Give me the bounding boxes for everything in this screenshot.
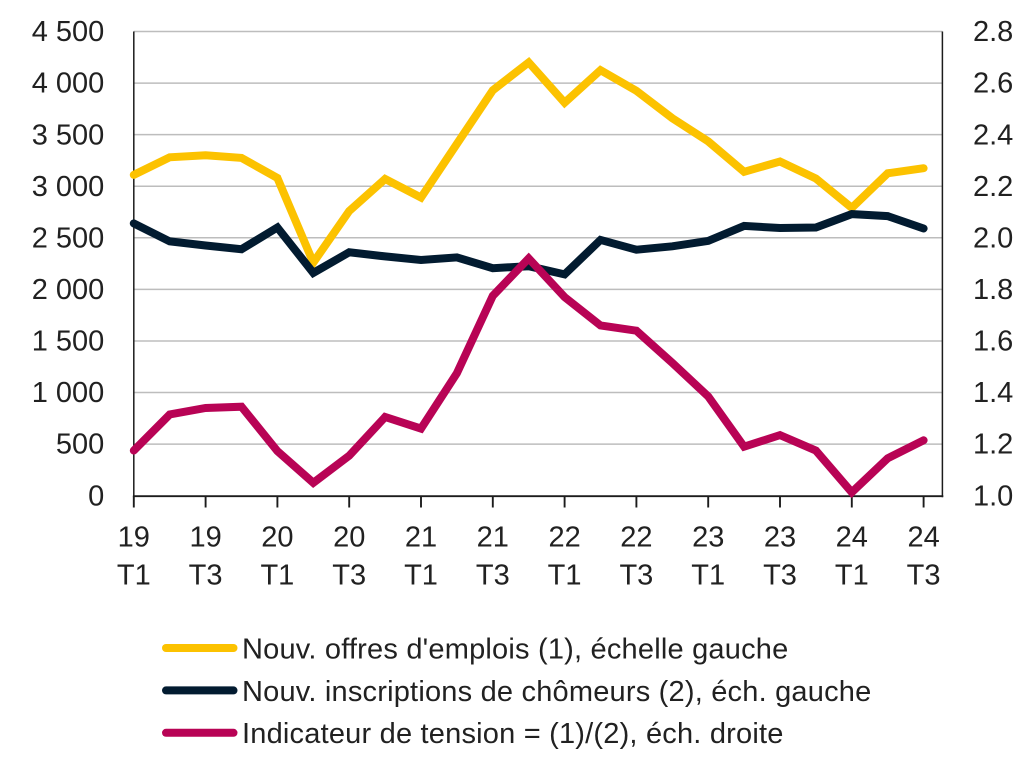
svg-text:500: 500 [56,429,104,461]
svg-text:Nouv. offres d'emplois (1), éc: Nouv. offres d'emplois (1), échelle gauc… [242,633,788,665]
svg-text:4 500: 4 500 [32,16,105,48]
svg-text:0: 0 [88,480,104,512]
svg-text:3 500: 3 500 [32,119,105,151]
svg-text:T1: T1 [691,559,725,591]
svg-text:2 000: 2 000 [32,274,105,306]
svg-text:1.0: 1.0 [973,480,1013,512]
svg-text:1.4: 1.4 [973,377,1013,409]
svg-text:T3: T3 [476,559,510,591]
svg-text:T1: T1 [260,559,294,591]
svg-text:22: 22 [548,522,580,554]
svg-text:T1: T1 [404,559,438,591]
svg-text:20: 20 [261,522,293,554]
svg-text:2 500: 2 500 [32,222,105,254]
svg-text:24: 24 [907,522,939,554]
svg-text:T3: T3 [763,559,797,591]
svg-text:2.2: 2.2 [973,171,1013,203]
svg-text:T1: T1 [835,559,869,591]
svg-text:19: 19 [189,522,221,554]
svg-text:4 000: 4 000 [32,68,105,100]
svg-text:Nouv. inscriptions de chômeurs: Nouv. inscriptions de chômeurs (2), éch.… [242,676,871,708]
svg-text:T3: T3 [189,559,223,591]
svg-text:2.6: 2.6 [973,68,1013,100]
svg-text:20: 20 [333,522,365,554]
svg-text:2.8: 2.8 [973,16,1013,48]
svg-text:Indicateur de tension = (1)/(2: Indicateur de tension = (1)/(2), éch. dr… [242,718,784,750]
svg-text:21: 21 [405,522,437,554]
svg-text:T3: T3 [907,559,941,591]
svg-text:1.2: 1.2 [973,429,1013,461]
svg-text:T1: T1 [548,559,582,591]
svg-text:T3: T3 [619,559,653,591]
svg-text:1.6: 1.6 [973,326,1013,358]
svg-text:1.8: 1.8 [973,274,1013,306]
svg-text:T3: T3 [332,559,366,591]
svg-text:T1: T1 [117,559,151,591]
svg-text:23: 23 [764,522,796,554]
svg-text:22: 22 [620,522,652,554]
svg-text:24: 24 [836,522,868,554]
svg-text:1 500: 1 500 [32,326,105,358]
svg-text:2.4: 2.4 [973,119,1013,151]
svg-text:21: 21 [477,522,509,554]
svg-text:19: 19 [118,522,150,554]
svg-text:23: 23 [692,522,724,554]
svg-text:2.0: 2.0 [973,222,1013,254]
svg-text:3 000: 3 000 [32,171,105,203]
svg-text:1 000: 1 000 [32,377,105,409]
